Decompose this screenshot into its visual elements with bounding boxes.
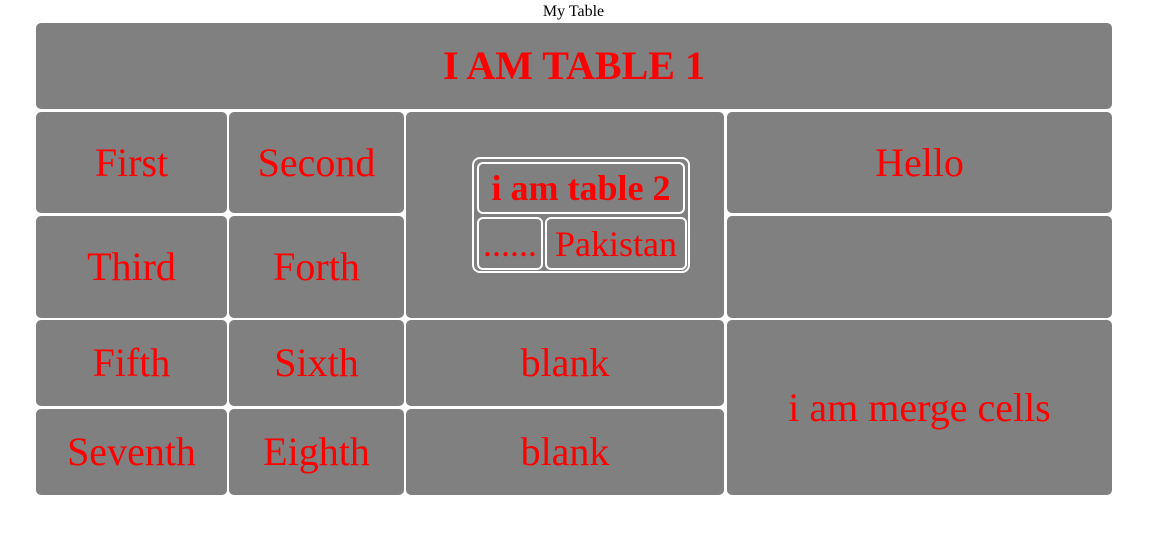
cell-forth: Forth [229, 216, 404, 318]
cell-hello: Hello [727, 112, 1112, 213]
cell-empty-right [727, 216, 1112, 318]
cell-first: First [36, 112, 227, 213]
cell-fifth: Fifth [36, 320, 227, 406]
table2-dots-cell: ...... [477, 217, 543, 270]
table1-title-cell: I AM TABLE 1 [36, 23, 1112, 109]
cell-sixth: Sixth [229, 320, 404, 406]
cell-seventh: Seventh [36, 409, 227, 495]
table-caption: My Table [542, 3, 605, 20]
cell-eighth: Eighth [229, 409, 404, 495]
table2-country-cell: Pakistan [545, 217, 687, 270]
nested-table: i am table 2 ...... Pakistan [472, 157, 690, 273]
cell-blank-2: blank [406, 409, 724, 495]
cell-second: Second [229, 112, 404, 213]
cell-blank-1: blank [406, 320, 724, 406]
nested-table-cell [406, 112, 724, 318]
cell-merge: i am merge cells [727, 320, 1112, 495]
cell-third: Third [36, 216, 227, 318]
table2-title-cell: i am table 2 [477, 162, 685, 214]
